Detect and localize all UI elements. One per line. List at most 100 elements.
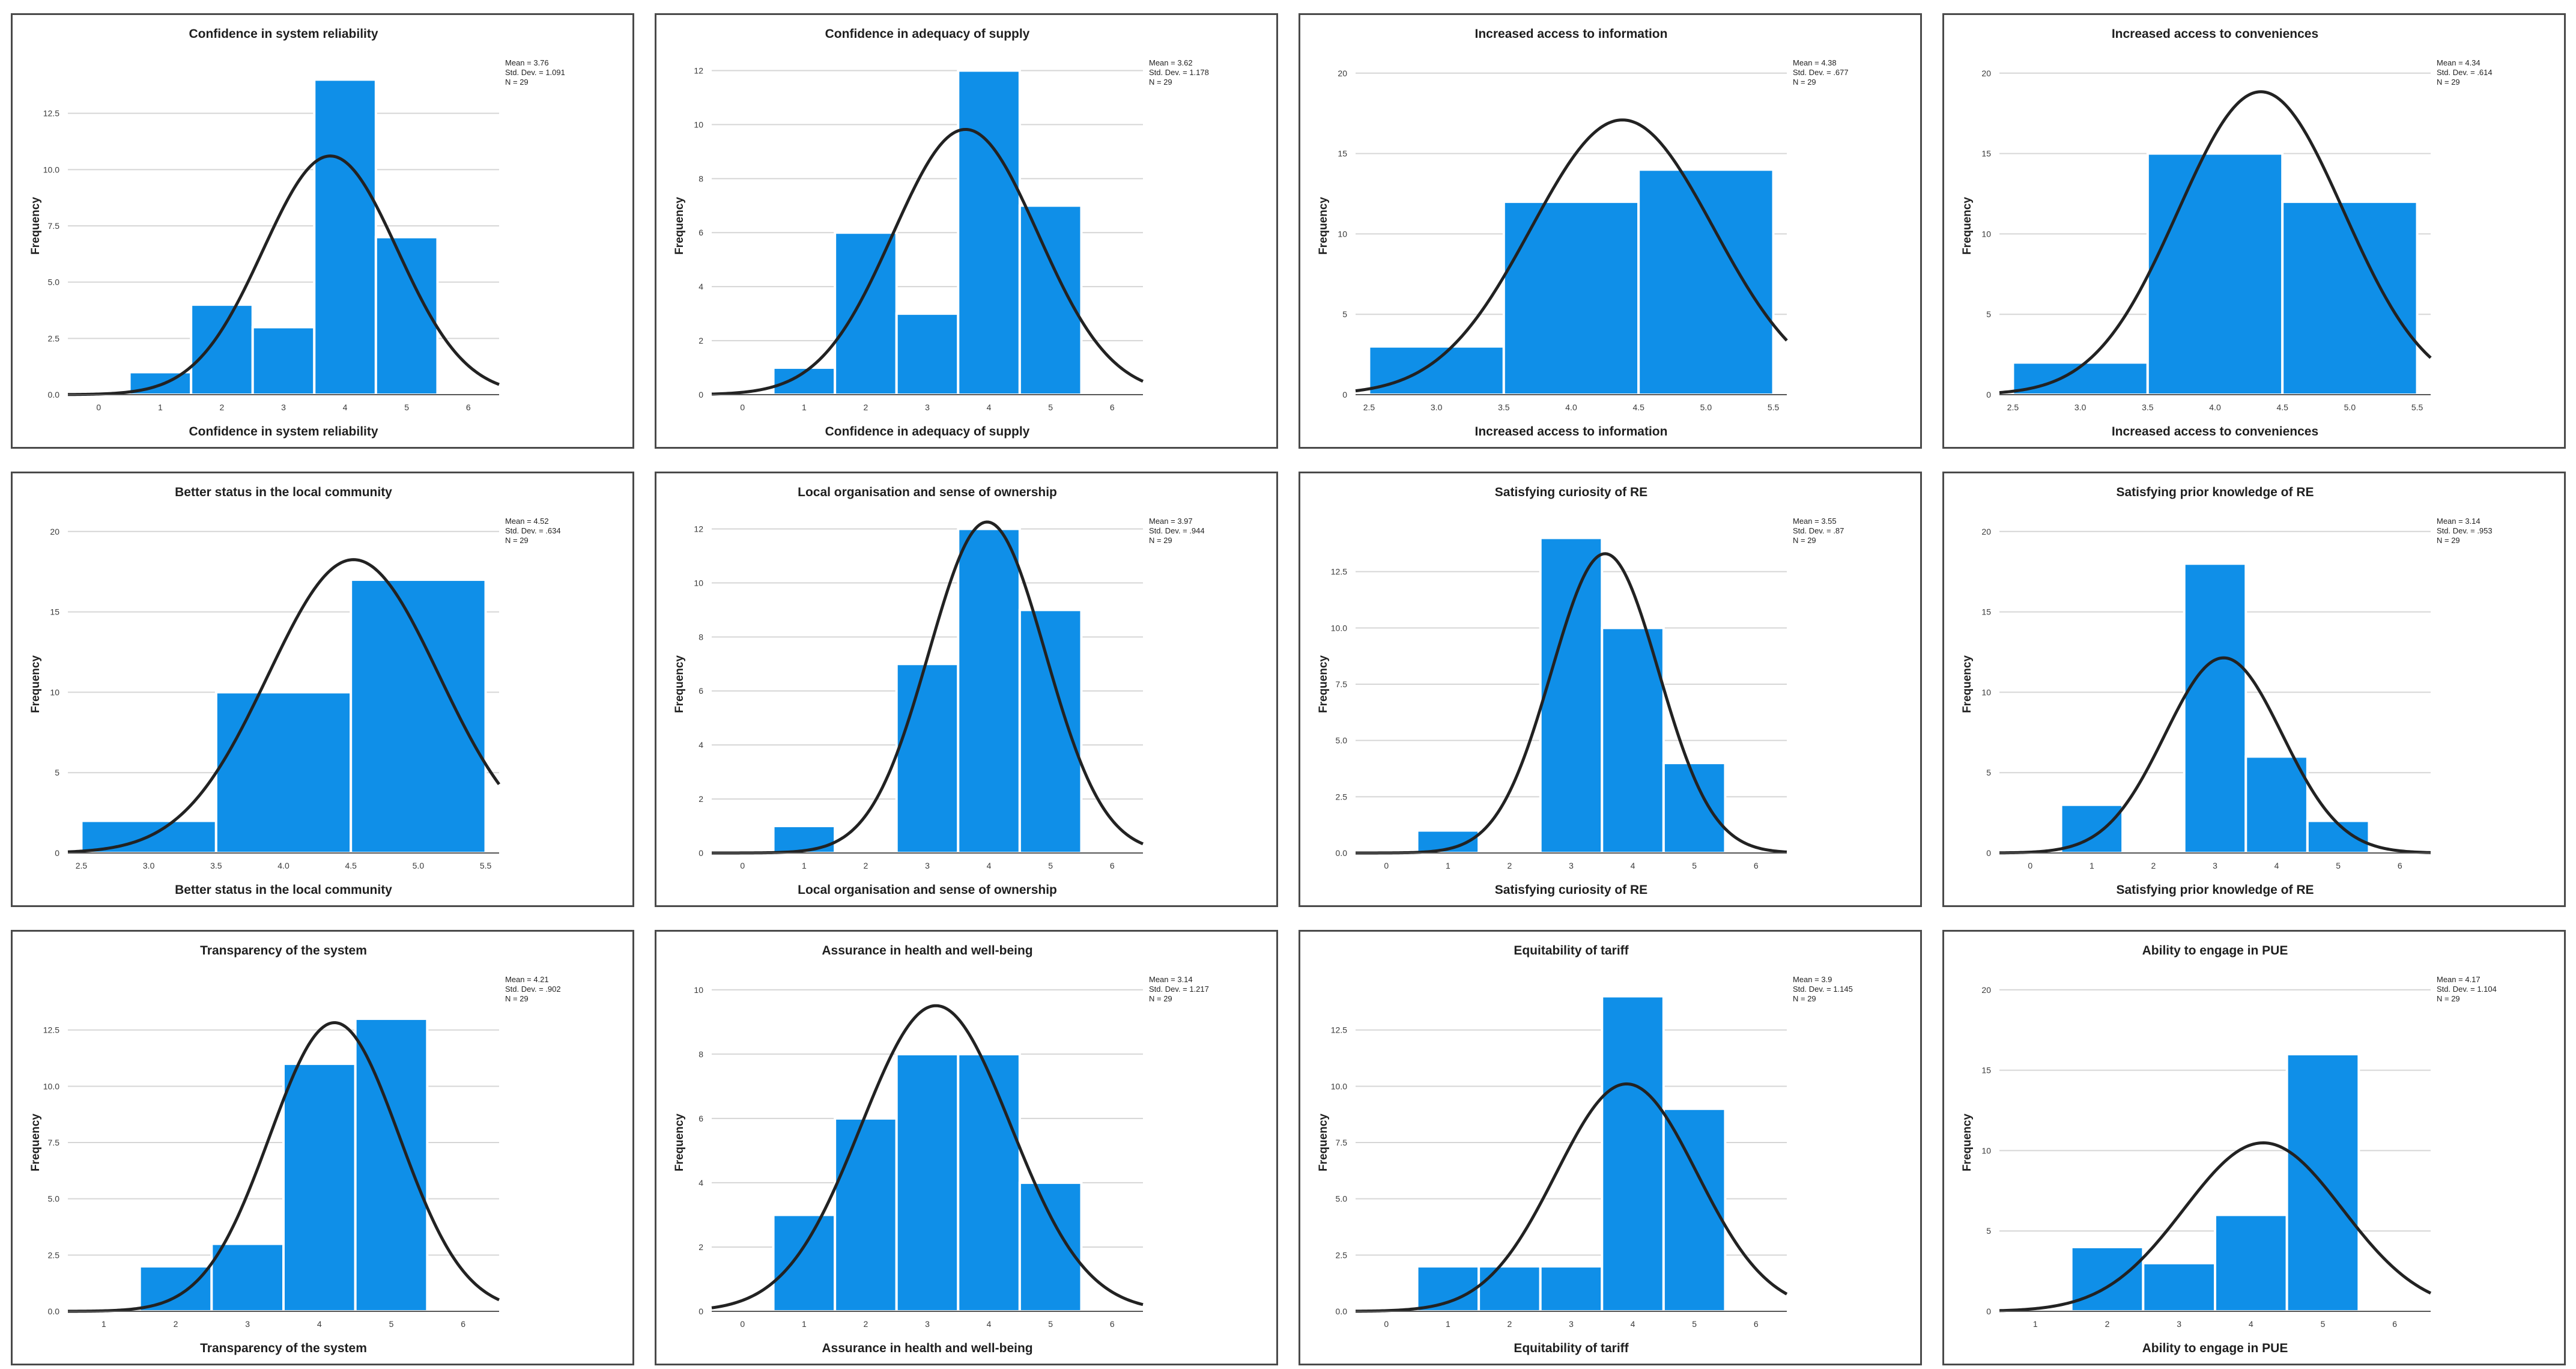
y-tick-label: 20 (1981, 527, 1991, 536)
y-axis-label: Frequency (29, 197, 42, 255)
histogram-bar (834, 231, 898, 396)
histogram-panel: Transparency of the system 0.0 2.5 5.0 7.5 10… (11, 930, 634, 1365)
x-tick-label: 3 (925, 402, 930, 412)
x-tick-label: 4 (317, 1319, 322, 1329)
normal-curve (1999, 656, 2431, 855)
histogram-bar (2070, 1245, 2145, 1313)
y-axis-label: Frequency (1961, 197, 1974, 255)
x-tick-label: 2 (1508, 861, 1512, 870)
stat-sd: Std. Dev. = .614 (2437, 68, 2493, 77)
x-tick-label: 3 (245, 1319, 250, 1329)
x-tick-label: 6 (461, 1319, 465, 1329)
y-axis-label: Frequency (673, 197, 686, 255)
y-tick-label: 20 (1338, 68, 1347, 78)
y-axis-label: Frequency (29, 1114, 42, 1172)
normal-curve (1355, 1082, 1788, 1313)
chart-title: Satisfying curiosity of RE (1495, 485, 1647, 499)
x-tick-label: 1 (2090, 861, 2094, 870)
y-tick-label: 20 (1981, 985, 1991, 995)
histogram-svg: Increased access to information 0 5 10 15 20 F… (1317, 27, 1849, 439)
x-tick-label: 5.5 (2411, 402, 2423, 412)
histogram-bar (2183, 562, 2247, 855)
x-tick-label: 5 (1692, 1319, 1697, 1329)
chart-title: Increased access to conveniences (2112, 27, 2318, 41)
histogram-bar (1018, 204, 1083, 396)
x-tick-label: 4 (2274, 861, 2279, 870)
normal-curve (67, 558, 501, 854)
histogram-svg: Equitability of tariff0.02.55.07.510.012… (1317, 944, 1853, 1355)
stat-n: N = 29 (2437, 994, 2460, 1003)
histogram-svg: Confidence in system reliability 0.0 2.5 5.… (29, 27, 565, 439)
y-tick-label: 15 (1981, 1066, 1991, 1075)
x-tick-label: 4 (1631, 861, 1635, 870)
stat-mean: Mean = 4.21 (505, 975, 549, 984)
y-tick-label: 20 (1981, 68, 1991, 78)
histogram-bar (1018, 1181, 1083, 1313)
histogram-bar (957, 1052, 1021, 1313)
x-tick-label: 6 (1754, 1319, 1759, 1329)
histogram-svg: Assurance in health and well-being 0 2 4 6 8 1… (673, 944, 1209, 1355)
x-tick-label: 4 (2249, 1319, 2253, 1329)
y-tick-label: 15 (50, 607, 59, 617)
x-tick-label: 5 (2321, 1319, 2326, 1329)
y-tick-label: 8 (699, 1049, 703, 1059)
chart-title: Ability to engage in PUE (2142, 944, 2288, 958)
histogram-panel: Confidence in adequacy of supply 0 2 4 6 8 10 1… (655, 13, 1278, 449)
y-tick-label: 10.0 (43, 165, 59, 174)
histogram-bar (2306, 819, 2371, 855)
stat-n: N = 29 (1149, 994, 1172, 1003)
x-tick-label: 5 (1692, 861, 1697, 870)
x-tick-label: 2 (2151, 861, 2156, 870)
x-tick-label: 1 (102, 1319, 106, 1329)
x-axis-label: Confidence in adequacy of supply (825, 425, 1030, 439)
x-tick-label: 6 (1110, 1319, 1115, 1329)
histogram-bar (2146, 152, 2284, 396)
x-tick-label: 3 (2213, 861, 2217, 870)
x-tick-label: 2 (864, 1319, 868, 1329)
histogram-bar (210, 1242, 285, 1313)
histogram-bar (1539, 536, 1604, 854)
x-tick-label: 5 (1048, 1319, 1053, 1329)
y-tick-label: 2.5 (1336, 792, 1348, 801)
stat-n: N = 29 (1149, 77, 1172, 87)
y-tick-label: 8 (699, 174, 703, 183)
stat-sd: Std. Dev. = .953 (2437, 526, 2493, 535)
stat-n: N = 29 (1149, 536, 1172, 545)
y-tick-label: 7.5 (48, 221, 60, 231)
y-tick-label: 10 (1981, 229, 1991, 238)
y-axis-label: Frequency (1961, 655, 1974, 714)
x-tick-label: 5 (389, 1319, 394, 1329)
stat-mean: Mean = 4.52 (505, 517, 549, 526)
x-tick-label: 1 (2033, 1319, 2038, 1329)
chart-title: Confidence in adequacy of supply (825, 27, 1030, 41)
y-tick-label: 12.5 (1331, 1025, 1347, 1035)
y-axis-label: Frequency (1317, 655, 1330, 714)
stat-mean: Mean = 3.14 (1149, 975, 1193, 984)
y-tick-label: 5.0 (1336, 1194, 1348, 1204)
x-tick-label: 6 (2398, 861, 2402, 870)
y-tick-label: 15 (1338, 149, 1347, 159)
y-tick-label: 12.5 (43, 109, 59, 118)
histogram-bar (1502, 200, 1640, 396)
x-axis-label: Satisfying curiosity of RE (1495, 883, 1647, 897)
x-tick-label: 6 (1110, 402, 1115, 412)
y-tick-label: 10 (50, 687, 59, 697)
y-tick-label: 0 (1986, 848, 1991, 858)
y-tick-label: 10 (1981, 1146, 1991, 1155)
stat-mean: Mean = 4.34 (2437, 58, 2481, 67)
stat-mean: Mean = 3.14 (2437, 517, 2481, 526)
stat-n: N = 29 (1793, 994, 1816, 1003)
y-tick-label: 5.0 (48, 1194, 60, 1204)
x-tick-label: 3 (281, 402, 286, 412)
x-tick-label: 4 (987, 1319, 992, 1329)
x-tick-label: 2.5 (76, 861, 88, 870)
stat-sd: Std. Dev. = .87 (1793, 526, 1844, 535)
histogram-panel: Confidence in system reliability 0.0 2.5 5.… (11, 13, 634, 449)
y-tick-label: 2.5 (48, 1250, 60, 1260)
x-tick-label: 1 (802, 861, 807, 870)
histogram-bar (214, 691, 353, 854)
histogram-svg: Satisfying curiosity of RE0.02.55.07.510… (1317, 485, 1844, 897)
y-tick-label: 10.0 (1331, 1081, 1347, 1091)
histogram-panel: Ability to engage in PUE 0 5 10 15 20 Frequenc… (1942, 930, 2566, 1365)
